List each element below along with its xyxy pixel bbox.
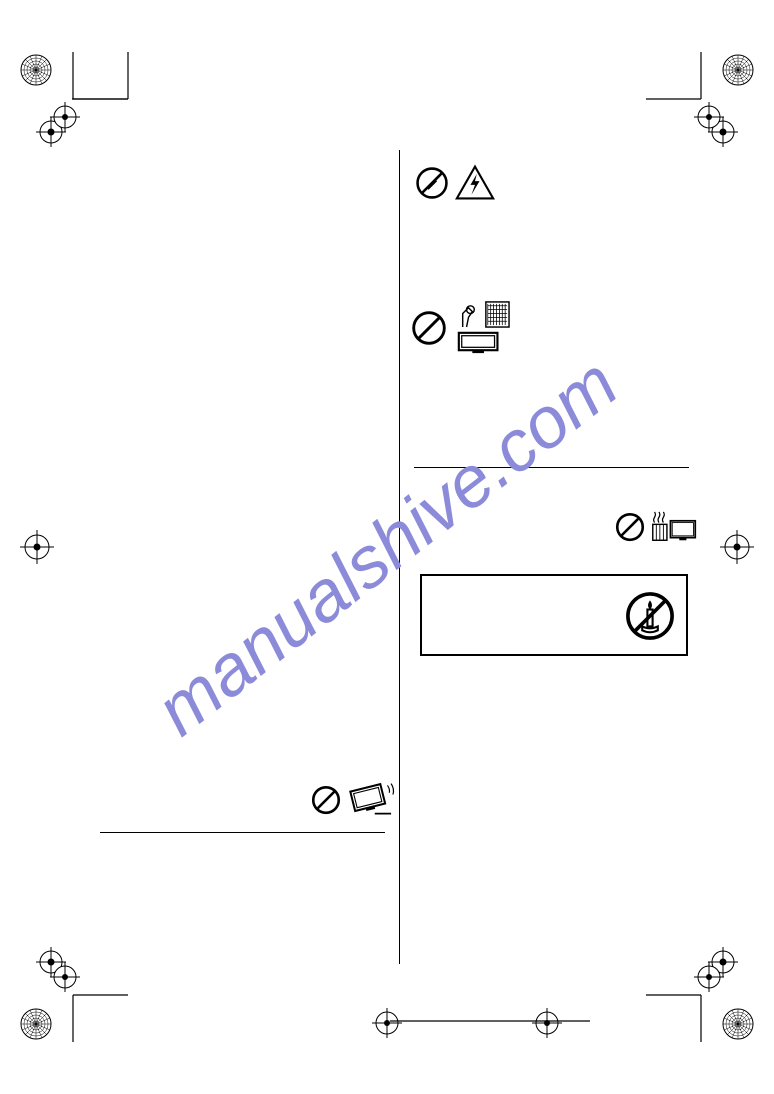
icons-heat (615, 510, 697, 544)
icons-moisture (411, 300, 511, 356)
crop-line-bottom (390, 1006, 590, 1036)
crosshair-mid-l (18, 528, 56, 566)
section-rule-left (100, 832, 385, 833)
tv-tilt-icon (347, 780, 397, 820)
icons-service-warning (415, 164, 495, 202)
crosshair-inner-tl (48, 100, 82, 134)
section-rule-right (414, 467, 689, 468)
candle-warning-box (420, 574, 688, 656)
column-divider (399, 150, 400, 964)
high-voltage-icon (455, 164, 495, 202)
crosshair-inner-bl (48, 960, 82, 994)
crosshair-inner-br (692, 960, 726, 994)
crosshair-inner-tr (692, 100, 726, 134)
radiator-tv-icon (651, 510, 697, 544)
prohibition-icon (615, 512, 645, 542)
crosshair-mid-r (718, 528, 756, 566)
prohibition-icon (411, 310, 447, 346)
prohibition-icon (311, 785, 341, 815)
watermark: manualshive.com (141, 342, 633, 752)
no-screwdriver-icon (415, 166, 449, 200)
page: manualshive.com (0, 0, 774, 1094)
crop-mark-top-l (72, 40, 142, 110)
tv-moisture-icon (453, 300, 511, 356)
icons-tilt (311, 780, 397, 820)
no-candle-icon (624, 590, 676, 642)
